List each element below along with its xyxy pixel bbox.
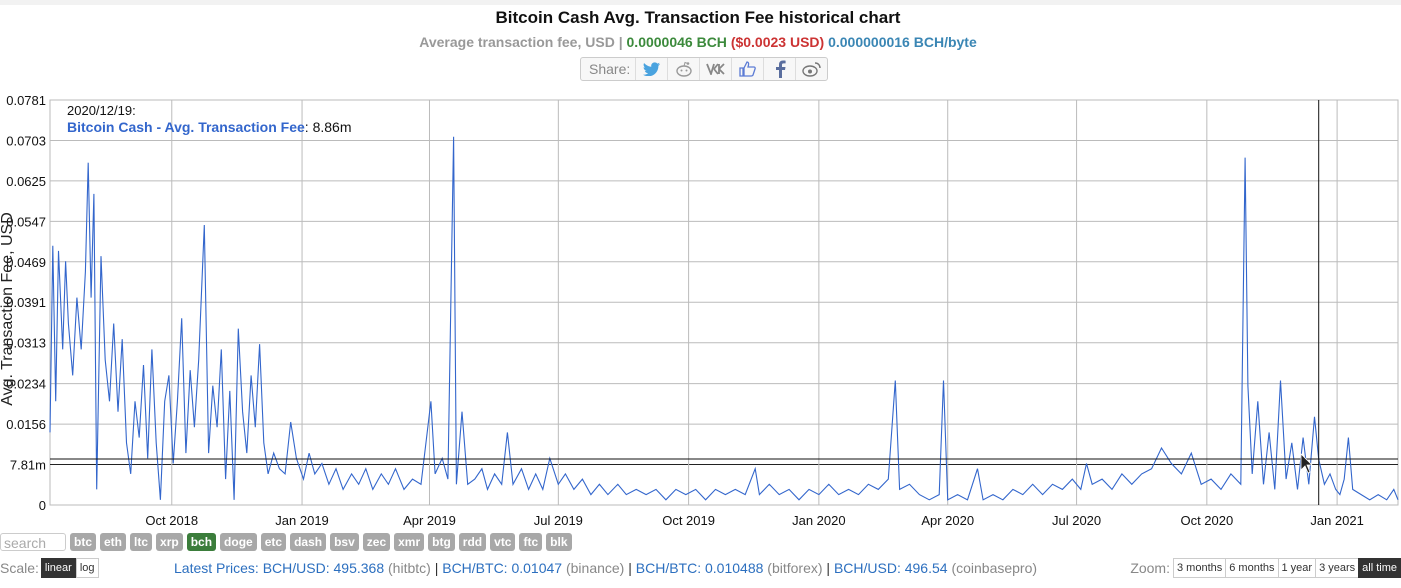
chart-grid xyxy=(49,99,1399,506)
subtitle-usd-value: ($0.0023 USD) xyxy=(730,34,825,50)
facebook-icon[interactable] xyxy=(763,58,795,80)
zoom-all-time-button[interactable]: all time xyxy=(1358,558,1401,578)
series-line-avg-fee xyxy=(49,136,1399,501)
coin-dash-button[interactable]: dash xyxy=(290,533,327,551)
tooltip: 2020/12/19: Bitcoin Cash - Avg. Transact… xyxy=(67,103,352,135)
vk-icon[interactable] xyxy=(699,58,731,80)
y-tick-label: 0.0781 xyxy=(6,93,46,108)
y-tick-label: 0.0703 xyxy=(6,133,46,148)
x-tick-label: Jan 2021 xyxy=(1310,513,1364,528)
subtitle-bch-value: 0.0000046 BCH xyxy=(626,34,727,50)
zoom-6-months-button[interactable]: 6 months xyxy=(1225,558,1279,578)
coin-eth-button[interactable]: eth xyxy=(100,533,126,551)
price-sep: | xyxy=(628,560,632,576)
tooltip-date: 2020/12/19: xyxy=(67,103,136,118)
price-4[interactable]: BCH/USD: 496.54 xyxy=(833,560,948,576)
share-bar: Share: xyxy=(580,57,829,81)
y-tick-label: 7.81m xyxy=(10,458,46,473)
chart-subtitle: Average transaction fee, USD | 0.0000046… xyxy=(0,34,1396,50)
prices-label: Latest Prices: xyxy=(174,560,259,576)
y-tick-label: 0.0469 xyxy=(6,255,46,270)
price-sep: | xyxy=(434,560,439,576)
price-1[interactable]: BCH/USD: 495.368 xyxy=(262,560,385,576)
subtitle-label: Average transaction fee, USD xyxy=(419,34,615,50)
x-tick-label: Oct 2020 xyxy=(1180,513,1233,528)
price-2[interactable]: BCH/BTC: 0.01047 xyxy=(442,560,563,576)
coin-ftc-button[interactable]: ftc xyxy=(519,533,543,551)
scale-linear-button[interactable]: linear xyxy=(40,558,76,578)
y-tick-label: 0.0313 xyxy=(6,336,46,351)
x-tick-label: Jan 2019 xyxy=(275,513,329,528)
x-tick-label: Jul 2019 xyxy=(534,513,583,528)
y-axis-label: Avg. Transaction Fee, USD xyxy=(0,212,16,406)
zoom-1-year-button[interactable]: 1 year xyxy=(1277,558,1317,578)
coin-etc-button[interactable]: etc xyxy=(260,533,287,551)
chart-area[interactable]: 0 7.81m 0.0156 0.0234 0.0313 0.0391 0.0469 0.05… xyxy=(0,90,1401,530)
coin-doge-button[interactable]: doge xyxy=(220,533,257,551)
subtitle-byte-value: 0.000000016 BCH/byte xyxy=(828,34,977,50)
scale-label: Scale: xyxy=(0,560,39,576)
price-sep: | xyxy=(826,560,831,576)
price-4-source: (coinbasepro) xyxy=(951,560,1038,576)
coin-bsv-button[interactable]: bsv xyxy=(330,533,359,551)
x-axis-ticks: Oct 2018 Jan 2019 Apr 2019 Jul 2019 Oct 2019… xyxy=(145,513,1363,528)
top-bar xyxy=(0,0,1401,5)
price-3-source: (bitforex) xyxy=(767,560,823,576)
bottom-bar: Scale: linear log Latest Prices: BCH/USD… xyxy=(0,558,1401,582)
twitter-icon[interactable] xyxy=(635,58,667,80)
price-1-source: (hitbtc) xyxy=(388,560,431,576)
y-tick-label: 0.0391 xyxy=(6,295,46,310)
x-tick-label: Oct 2019 xyxy=(662,513,715,528)
scale-log-button[interactable]: log xyxy=(75,558,99,578)
zoom-control: Zoom: 3 months 6 months 1 year 3 years a… xyxy=(1130,558,1401,578)
coin-btc-button[interactable]: btc xyxy=(70,533,96,551)
y-tick-label: 0.0547 xyxy=(6,214,46,229)
latest-prices: Latest Prices: BCH/USD: 495.368 (hitbtc)… xyxy=(174,560,1037,576)
coin-selector: search btc eth ltc xrp bch doge etc dash bsv zec x… xyxy=(0,532,572,552)
coin-xrp-button[interactable]: xrp xyxy=(156,533,183,551)
price-3[interactable]: BCH/BTC: 0.010488 xyxy=(635,560,764,576)
coin-zec-button[interactable]: zec xyxy=(362,533,391,551)
coin-bch-button[interactable]: bch xyxy=(186,533,217,551)
subtitle-sep: | xyxy=(618,34,623,50)
y-tick-label: 0 xyxy=(39,498,46,513)
x-tick-label: Jul 2020 xyxy=(1052,513,1101,528)
weibo-icon[interactable] xyxy=(795,58,827,80)
coin-blk-button[interactable]: blk xyxy=(546,533,572,551)
x-tick-label: Oct 2018 xyxy=(145,513,198,528)
reddit-icon[interactable] xyxy=(667,58,699,80)
x-tick-label: Apr 2019 xyxy=(403,513,456,528)
share-label: Share: xyxy=(589,61,631,77)
scale-control: Scale: linear log xyxy=(0,558,99,578)
y-tick-label: 0.0156 xyxy=(6,417,46,432)
zoom-label: Zoom: xyxy=(1130,560,1170,576)
price-2-source: (binance) xyxy=(565,560,625,576)
x-tick-label: Jan 2020 xyxy=(792,513,846,528)
zoom-3-months-button[interactable]: 3 months xyxy=(1173,558,1227,578)
tooltip-value: : 8.86m xyxy=(305,119,352,135)
cursor-icon xyxy=(1300,453,1313,474)
crosshair xyxy=(50,100,1398,505)
x-tick-label: Apr 2020 xyxy=(921,513,974,528)
coin-rdd-button[interactable]: rdd xyxy=(458,533,487,551)
search-input[interactable]: search xyxy=(0,533,66,551)
chart-title: Bitcoin Cash Avg. Transaction Fee histor… xyxy=(495,8,901,27)
zoom-3-years-button[interactable]: 3 years xyxy=(1315,558,1360,578)
like-icon[interactable] xyxy=(731,58,763,80)
coin-xmr-button[interactable]: xmr xyxy=(394,533,425,551)
coin-btg-button[interactable]: btg xyxy=(428,533,455,551)
coin-list: btc eth ltc xrp bch doge etc dash bsv zec xmr btg rd… xyxy=(70,533,572,551)
coin-ltc-button[interactable]: ltc xyxy=(130,533,153,551)
coin-vtc-button[interactable]: vtc xyxy=(490,533,516,551)
svg-text:Bitcoin Cash - Avg. Transactio: Bitcoin Cash - Avg. Transaction Fee: 8.8… xyxy=(67,119,352,135)
y-tick-label: 0.0234 xyxy=(6,377,46,392)
tooltip-series: Bitcoin Cash - Avg. Transaction Fee xyxy=(67,119,305,135)
y-axis-ticks: 0 7.81m 0.0156 0.0234 0.0313 0.0391 0.0469 0.05… xyxy=(6,93,46,513)
y-tick-label: 0.0625 xyxy=(6,174,46,189)
